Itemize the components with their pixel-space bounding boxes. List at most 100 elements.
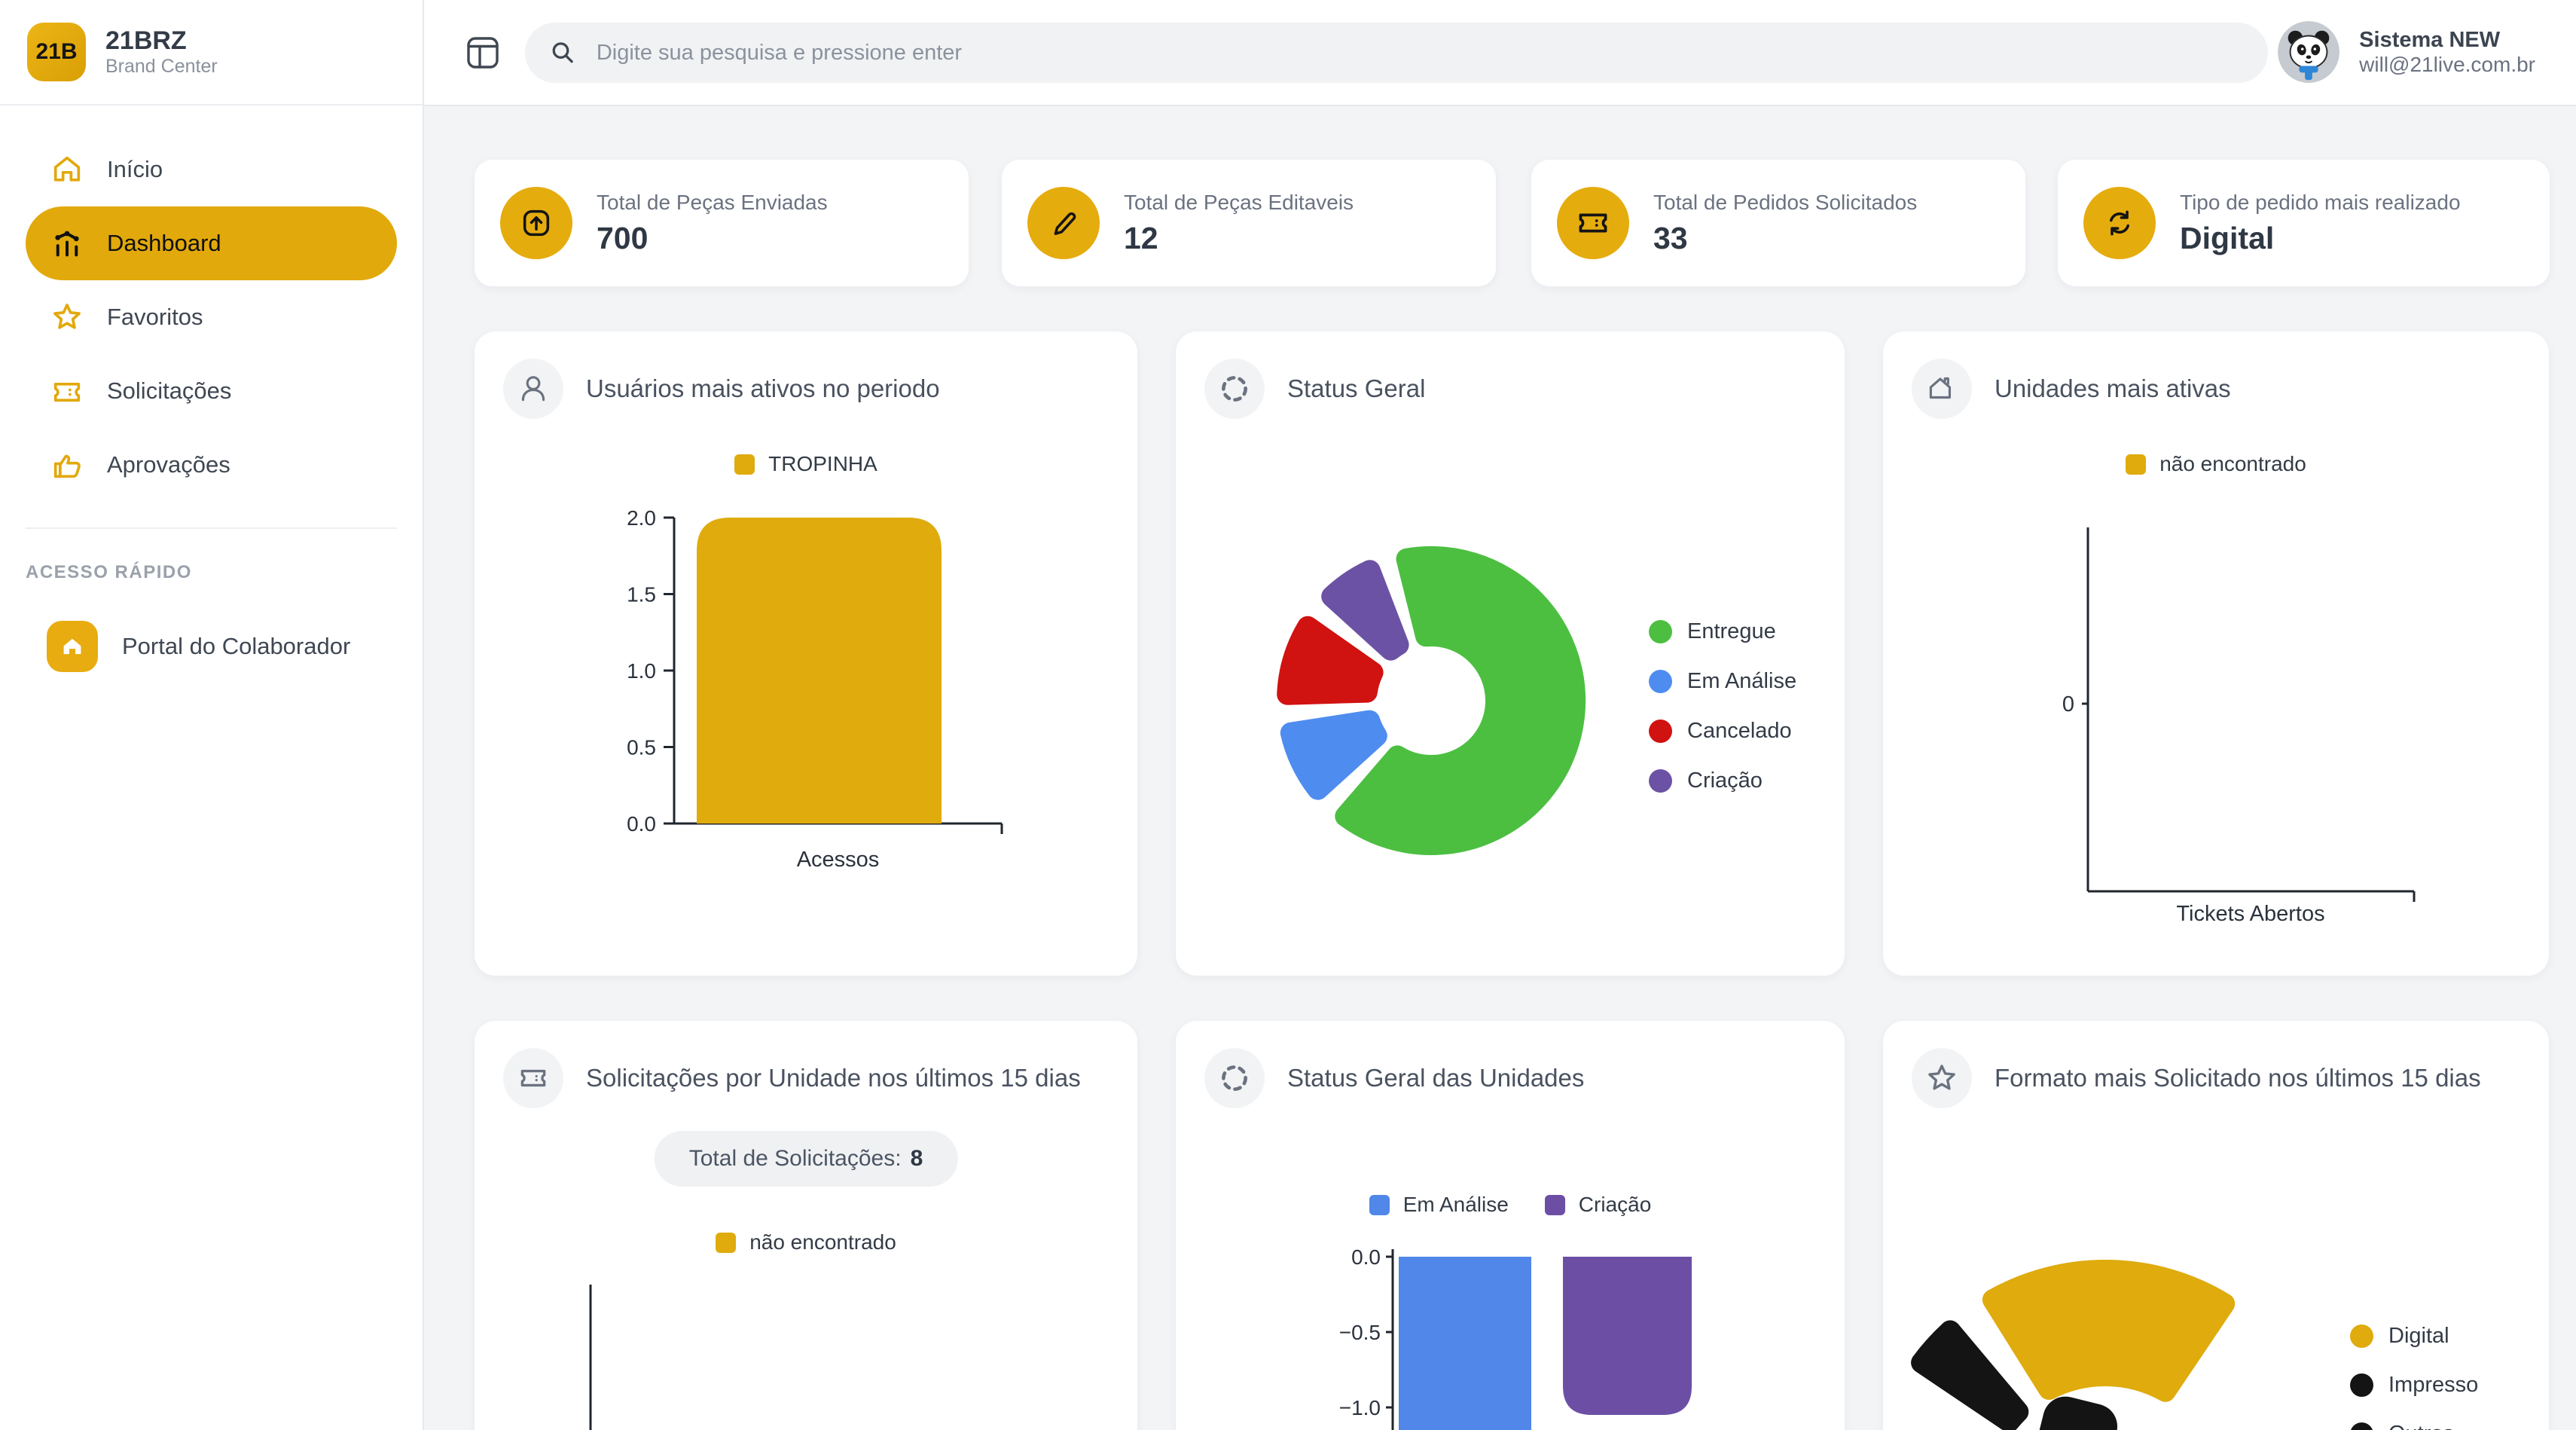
chart-card-usuarios-ativos: Usuários mais ativos no periodo TROPINHA… bbox=[475, 332, 1137, 976]
sidebar-item-label: Dashboard bbox=[107, 230, 221, 256]
avatar bbox=[2278, 21, 2340, 83]
stat-value: 700 bbox=[597, 220, 649, 255]
axis-chart-solicitacoes bbox=[589, 1285, 592, 1430]
sync-icon bbox=[2083, 187, 2156, 259]
search-input[interactable] bbox=[594, 39, 2245, 66]
card-title: Status Geral das Unidades bbox=[1287, 1064, 1585, 1092]
chart-card-status-unidades: Status Geral das Unidades Em Análise Cri… bbox=[1176, 1021, 1845, 1430]
dashboard-chart-icon bbox=[50, 226, 84, 261]
badge-value: 8 bbox=[910, 1146, 923, 1171]
thumbs-up-icon bbox=[50, 448, 84, 482]
stat-value: 33 bbox=[1653, 220, 1688, 255]
legend-swatch bbox=[1649, 670, 1672, 693]
stat-value: 12 bbox=[1124, 220, 1158, 255]
legend-swatch bbox=[2126, 454, 2147, 475]
card-title: Formato mais Solicitado nos últimos 15 d… bbox=[1995, 1064, 2481, 1092]
legend-label: Entregue bbox=[1687, 619, 1776, 643]
svg-text:0: 0 bbox=[2062, 692, 2074, 717]
legend-label: Impresso bbox=[2388, 1373, 2479, 1397]
legend-usuarios: TROPINHA bbox=[475, 452, 1137, 476]
legend-label: TROPINHA bbox=[768, 452, 877, 475]
legend-label: Criação bbox=[1687, 768, 1763, 793]
legend-label: Cancelado bbox=[1687, 719, 1792, 743]
sidebar-item-label: Favoritos bbox=[107, 304, 203, 330]
top-bar: Sistema NEW will@21live.com.br bbox=[424, 0, 2576, 106]
svg-text:0.0: 0.0 bbox=[1351, 1245, 1381, 1269]
legend-label: não encontrado bbox=[749, 1230, 896, 1254]
svg-text:0.0: 0.0 bbox=[627, 812, 656, 836]
dashed-circle-icon bbox=[1204, 1048, 1265, 1108]
pencil-icon bbox=[1027, 187, 1100, 259]
legend-swatch bbox=[1649, 720, 1672, 743]
sidebar-toggle-icon[interactable] bbox=[463, 33, 502, 72]
user-name: Sistema NEW bbox=[2359, 27, 2501, 52]
svg-text:−1.0: −1.0 bbox=[1339, 1396, 1381, 1419]
legend-swatch bbox=[1544, 1194, 1565, 1215]
ticket-icon bbox=[1557, 187, 1629, 259]
sidebar-divider bbox=[26, 527, 397, 529]
stat-card-pedidos-solicitados: Total de Pedidos Solicitados 33 bbox=[1531, 160, 2025, 286]
search-bar[interactable] bbox=[525, 23, 2268, 83]
brand-subtitle: Brand Center bbox=[105, 56, 218, 78]
legend-label: Criação bbox=[1578, 1193, 1652, 1216]
legend-status-geral: Entregue Em Análise Cancelado Criação bbox=[1649, 619, 1796, 793]
home-icon bbox=[50, 152, 84, 187]
legend-swatch bbox=[734, 454, 755, 475]
ticket-icon bbox=[50, 374, 84, 408]
sidebar-item-aprovacoes[interactable]: Aprovações bbox=[26, 428, 397, 502]
svg-text:1.5: 1.5 bbox=[627, 583, 656, 607]
sidebar-item-portal-colaborador[interactable]: Portal do Colaborador bbox=[26, 609, 397, 684]
legend-swatch bbox=[1369, 1194, 1390, 1215]
stat-label: Total de Pedidos Solicitados bbox=[1653, 190, 1918, 214]
brand-name: 21BRZ bbox=[105, 26, 187, 55]
stat-card-tipo-pedido: Tipo de pedido mais realizado Digital bbox=[2058, 160, 2550, 286]
legend-status-unidades: Em Análise Criação bbox=[1176, 1193, 1845, 1217]
legend-swatch bbox=[1649, 769, 1672, 793]
user-email: will@21live.com.br bbox=[2359, 53, 2535, 77]
ticket-icon bbox=[503, 1048, 563, 1108]
legend-label: Digital bbox=[2388, 1324, 2449, 1348]
legend-label: Outros bbox=[2388, 1422, 2454, 1430]
legend-swatch bbox=[1649, 620, 1672, 643]
legend-label: não encontrado bbox=[2159, 452, 2306, 475]
legend-swatch bbox=[2350, 1325, 2373, 1348]
sidebar-item-favoritos[interactable]: Favoritos bbox=[26, 280, 397, 354]
sidebar-item-solicitacoes[interactable]: Solicitações bbox=[26, 354, 397, 428]
chart-card-solicitacoes-unidade: Solicitações por Unidade nos últimos 15 … bbox=[475, 1021, 1137, 1430]
svg-text:2.0: 2.0 bbox=[627, 506, 656, 530]
card-title: Solicitações por Unidade nos últimos 15 … bbox=[586, 1064, 1081, 1092]
badge-label: Total de Solicitações: bbox=[688, 1146, 902, 1171]
stat-label: Tipo de pedido mais realizado bbox=[2180, 190, 2461, 214]
upload-icon bbox=[500, 187, 572, 259]
home-chip-icon bbox=[47, 621, 98, 672]
sidebar-section-label: ACESSO RÁPIDO bbox=[26, 562, 192, 582]
card-title: Unidades mais ativas bbox=[1995, 374, 2231, 402]
brand-logo: 21B bbox=[27, 23, 86, 81]
stat-label: Total de Peças Enviadas bbox=[597, 190, 828, 214]
total-solicitacoes-badge: Total de Solicitações: 8 bbox=[654, 1131, 958, 1187]
search-icon bbox=[552, 42, 573, 63]
user-menu[interactable]: Sistema NEW will@21live.com.br bbox=[2278, 21, 2535, 83]
bar-chart-usuarios: 0.0 0.5 1.0 1.5 2.0 Acessos bbox=[627, 506, 1003, 872]
stat-label: Total de Peças Editaveis bbox=[1124, 190, 1354, 214]
star-icon bbox=[50, 300, 84, 335]
sidebar-item-dashboard[interactable]: Dashboard bbox=[26, 206, 397, 280]
brand-block: 21B 21BRZ Brand Center bbox=[0, 0, 423, 105]
svg-text:Acessos: Acessos bbox=[797, 848, 880, 872]
stat-card-pecas-enviadas: Total de Peças Enviadas 700 bbox=[475, 160, 969, 286]
sidebar-nav: Início Dashboard bbox=[0, 105, 423, 529]
chart-card-status-geral: Status Geral Entregue Em Análise Cancela… bbox=[1176, 332, 1845, 976]
sidebar: 21B 21BRZ Brand Center Início bbox=[0, 0, 424, 1430]
donut-chart-formato bbox=[1911, 1260, 2236, 1430]
bar-chart-status-unidades: 0.0 −0.5 −1.0 bbox=[1339, 1245, 1692, 1430]
legend-unidades: não encontrado bbox=[1883, 452, 2549, 476]
legend-swatch bbox=[2350, 1422, 2373, 1430]
stat-card-pecas-editaveis: Total de Peças Editaveis 12 bbox=[1002, 160, 1496, 286]
sidebar-item-inicio[interactable]: Início bbox=[26, 133, 397, 206]
sidebar-item-label: Aprovações bbox=[107, 451, 230, 478]
card-title: Usuários mais ativos no periodo bbox=[586, 374, 940, 402]
person-icon bbox=[503, 359, 563, 419]
legend-label: Em Análise bbox=[1687, 669, 1797, 693]
chart-card-unidades-ativas: Unidades mais ativas não encontrado 0 Tic… bbox=[1883, 332, 2549, 976]
